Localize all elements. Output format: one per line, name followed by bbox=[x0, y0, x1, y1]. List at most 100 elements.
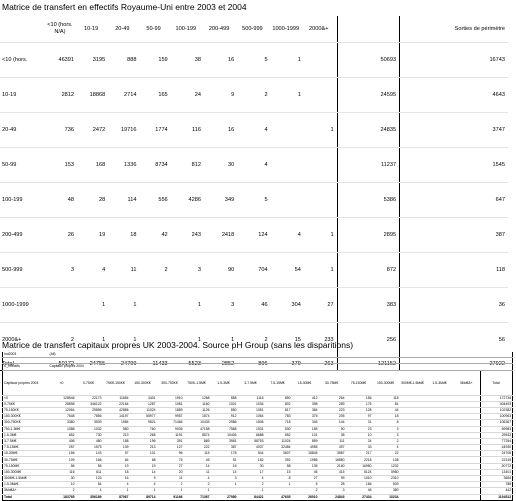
table-cell: 9 bbox=[203, 77, 238, 113]
table-row: 200-499 26 19 18 42 243 2418 124 4 1 2895 387 bbox=[0, 217, 508, 253]
table-cell: 68 bbox=[129, 456, 157, 464]
table-row: 30-75M€ 109 166 64 68 76 45 51 182 392 1986 16850 22… bbox=[2, 456, 514, 464]
table-cell: 56 bbox=[75, 463, 103, 470]
table-cell: 16950 bbox=[345, 463, 373, 470]
table-cell: 47158 bbox=[183, 426, 211, 433]
table-row: 7.5-15M€ 257 1575 139 213 127 222 387 4037 32484 4… bbox=[2, 444, 514, 452]
total-cell: 183765 bbox=[48, 493, 76, 501]
table-cell: 153 bbox=[45, 147, 78, 183]
table-cell: 1088 bbox=[48, 426, 76, 433]
table-cell: 3380 bbox=[48, 419, 76, 427]
table-cell: 16743 bbox=[437, 42, 508, 78]
table-cell bbox=[303, 42, 338, 78]
column-header: Sorties de périmètre bbox=[437, 16, 508, 43]
table-cell: 1001 bbox=[210, 401, 238, 408]
table-cell: 1 bbox=[303, 217, 338, 253]
table-cell bbox=[399, 438, 427, 446]
table-cell: 128546 bbox=[48, 395, 76, 402]
table-cell: 128 bbox=[345, 407, 373, 415]
table-cell: 16 bbox=[203, 42, 238, 78]
table-cell: 44930 bbox=[480, 444, 514, 452]
table-cell: 2160 bbox=[318, 463, 346, 470]
table-cell bbox=[453, 401, 481, 408]
table-cell: 3607 bbox=[264, 450, 292, 458]
table-cell: 556 bbox=[139, 182, 171, 218]
table-cell: 135 bbox=[291, 463, 319, 470]
table-cell bbox=[303, 77, 338, 113]
table-cell: 26 bbox=[45, 217, 78, 253]
table-header-row: <10 (hors. N/A) 10-19 20-49 50-99 100-199 200… bbox=[0, 16, 508, 43]
row-label: <0 bbox=[2, 395, 49, 402]
table-row: 100-199 48 28 114 556 4286 349 5 5386 647 bbox=[0, 182, 508, 218]
table-cell bbox=[453, 432, 481, 439]
total-cell: 356189 bbox=[75, 493, 103, 501]
table-cell: 6688 bbox=[237, 432, 265, 439]
total-cell: 84421 bbox=[237, 493, 265, 501]
table1-title: Matrice de transfert en effectifs Royaum… bbox=[2, 2, 247, 12]
table-cell bbox=[399, 456, 427, 464]
column-header: 100-199 bbox=[170, 16, 204, 43]
table-cell: 760 bbox=[129, 426, 157, 433]
table-cell: 817 bbox=[264, 407, 292, 415]
table-cell: 1081 bbox=[156, 401, 184, 408]
table-cell: 718 bbox=[264, 419, 292, 427]
table-cell: 1 bbox=[77, 287, 109, 323]
total-cell: 87067 bbox=[102, 493, 130, 501]
total-cell: 89714 bbox=[129, 493, 157, 501]
table-cell: 28898 bbox=[48, 401, 76, 408]
table-cell bbox=[426, 401, 454, 408]
table-cell: 14 bbox=[183, 463, 211, 470]
table-cell bbox=[399, 463, 427, 470]
table-cell: 268 bbox=[129, 432, 157, 439]
table-cell: 58 bbox=[264, 463, 292, 470]
table-cell: 1874 bbox=[183, 413, 211, 421]
table-cell: 3587 bbox=[318, 450, 346, 458]
table-cell: 44 bbox=[372, 407, 400, 415]
table-cell: 11024 bbox=[264, 438, 292, 446]
table-cell: 7568 bbox=[210, 426, 238, 433]
table-cell: 115 bbox=[183, 450, 211, 458]
table-cell: 11024 bbox=[129, 407, 157, 415]
table-cell: 213 bbox=[129, 444, 157, 452]
table-cell: 118 bbox=[437, 252, 508, 288]
column-header: 1000-1999 bbox=[270, 16, 304, 43]
table-cell bbox=[399, 287, 438, 323]
table-cell: 19716 bbox=[108, 112, 140, 148]
table-cell: 243 bbox=[170, 217, 204, 253]
table-cell: 652 bbox=[48, 432, 76, 439]
table-cell: 108 bbox=[372, 456, 400, 464]
pivot-field-label bbox=[2, 357, 49, 365]
table-cell: 24708 bbox=[480, 450, 514, 458]
table-cell: 850 bbox=[264, 395, 292, 402]
table-cell: 182 bbox=[237, 456, 265, 464]
total-cell: 10234 bbox=[372, 493, 400, 501]
table-cell bbox=[399, 426, 427, 433]
table-cell: 1160 bbox=[183, 401, 211, 408]
table-cell: 223 bbox=[318, 407, 346, 415]
table-cell bbox=[399, 252, 438, 288]
table-cell bbox=[426, 419, 454, 427]
table-cell: 1506 bbox=[237, 419, 265, 427]
table-cell: 10439 bbox=[183, 419, 211, 427]
table-cell: 3 bbox=[45, 252, 78, 288]
column-header: 150-300K€ bbox=[129, 370, 157, 396]
table-row: 10-19 2812 18868 2714 165 24 9 2 1 24595 4643 bbox=[0, 77, 508, 113]
table-cell: 185 bbox=[291, 426, 319, 433]
table-cell: 118 bbox=[372, 395, 400, 402]
column-header bbox=[337, 16, 401, 43]
table-cell: 166 bbox=[75, 456, 103, 464]
total-cell: 24843 bbox=[318, 493, 346, 501]
table-cell: 1116 bbox=[237, 395, 265, 402]
table-cell: 97 bbox=[345, 413, 373, 421]
row-label: 750-1.5M€ bbox=[2, 426, 49, 433]
table-cell: 16850 bbox=[318, 456, 346, 464]
table-cell: 392 bbox=[264, 456, 292, 464]
table-cell: 1064 bbox=[237, 413, 265, 421]
table-cell: 109 bbox=[48, 456, 76, 464]
table-cell: 1889 bbox=[156, 407, 184, 415]
pivot-field-value: Capitaux propres 2004 bbox=[48, 363, 157, 371]
total-cell: 47635 bbox=[264, 493, 292, 501]
table-cell bbox=[399, 182, 438, 218]
table-cell: 96 bbox=[156, 450, 184, 458]
pivot-field-value bbox=[48, 357, 157, 365]
